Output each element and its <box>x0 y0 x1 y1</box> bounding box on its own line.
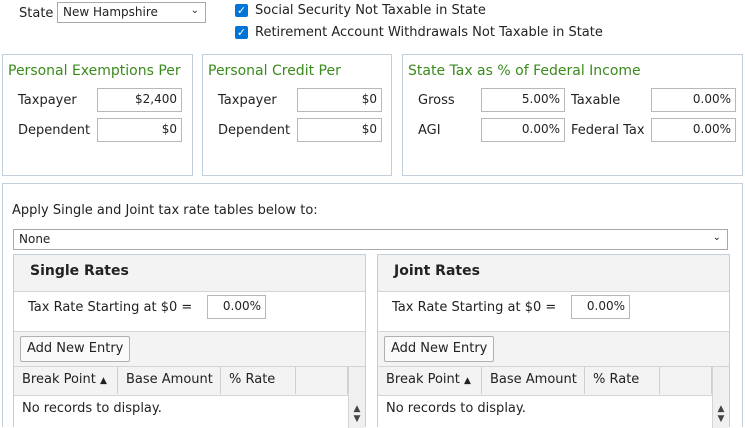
single-col-break-label: Break Point <box>22 372 96 387</box>
single-rates-header: Single Rates <box>14 255 365 292</box>
apply-label: Apply Single and Joint tax rate tables b… <box>12 203 318 218</box>
single-col-base-amount[interactable]: Base Amount <box>118 367 221 394</box>
sort-ascending-icon: ▲ <box>100 376 107 386</box>
credit-group: Personal Credit Per Taxpayer $0 Dependen… <box>202 54 392 176</box>
joint-col-break-label: Break Point <box>386 372 460 387</box>
joint-rates-title: Joint Rates <box>394 263 480 279</box>
scroll-up-icon[interactable]: ▲ <box>717 404 725 414</box>
joint-start-input[interactable]: 0.00% <box>571 295 630 319</box>
single-table-header: Break Point ▲ Base Amount % Rate <box>14 367 365 396</box>
rates-group <box>2 183 743 427</box>
credit-dependent-input[interactable]: $0 <box>297 118 382 142</box>
gross-input[interactable]: 5.00% <box>481 88 565 112</box>
apply-select-value: None <box>19 232 51 246</box>
social-security-checkbox[interactable]: ✓ <box>235 4 248 17</box>
state-select[interactable]: New Hampshire ⌄ <box>57 2 206 23</box>
exemptions-dependent-label: Dependent <box>18 123 91 138</box>
joint-rates-panel: Joint Rates Tax Rate Starting at $0 = 0.… <box>377 254 730 428</box>
federal-tax-input[interactable]: 0.00% <box>651 118 736 142</box>
federal-tax-label: Federal Tax <box>571 123 645 138</box>
taxable-input[interactable]: 0.00% <box>651 88 736 112</box>
joint-scrollbar[interactable]: ▲ ▼ <box>712 367 729 428</box>
state-tax-group: State Tax as % of Federal Income Gross 5… <box>402 54 743 176</box>
single-rates-panel: Single Rates Tax Rate Starting at $0 = 0… <box>13 254 366 428</box>
apply-select[interactable]: None ⌄ <box>13 229 728 250</box>
retirement-checkbox[interactable]: ✓ <box>235 26 248 39</box>
exemptions-group: Personal Exemptions Per Taxpayer $2,400 … <box>2 54 193 176</box>
state-label: State <box>19 6 54 21</box>
single-col-spacer <box>296 367 348 394</box>
gross-label: Gross <box>418 93 455 108</box>
scroll-up-icon[interactable]: ▲ <box>353 404 361 414</box>
chevron-down-icon: ⌄ <box>712 232 721 243</box>
single-col-break-point[interactable]: Break Point ▲ <box>14 367 118 394</box>
joint-col-spacer <box>660 367 712 394</box>
credit-title: Personal Credit Per <box>208 63 341 79</box>
agi-input[interactable]: 0.00% <box>481 118 565 142</box>
agi-label: AGI <box>418 123 441 138</box>
single-rates-title: Single Rates <box>30 263 129 279</box>
single-empty-message: No records to display. <box>22 401 162 416</box>
joint-empty-message: No records to display. <box>386 401 526 416</box>
credit-taxpayer-label: Taxpayer <box>218 93 277 108</box>
single-start-input[interactable]: 0.00% <box>207 295 266 319</box>
exemptions-dependent-input[interactable]: $0 <box>97 118 182 142</box>
joint-rates-header: Joint Rates <box>378 255 729 292</box>
retirement-label: Retirement Account Withdrawals Not Taxab… <box>255 25 603 40</box>
joint-add-entry-button[interactable]: Add New Entry <box>384 336 494 362</box>
exemptions-taxpayer-input[interactable]: $2,400 <box>97 88 182 112</box>
joint-col-break-point[interactable]: Break Point ▲ <box>378 367 482 394</box>
joint-start-label: Tax Rate Starting at $0 = <box>392 300 557 315</box>
joint-col-rate[interactable]: % Rate <box>585 367 660 394</box>
state-tax-title: State Tax as % of Federal Income <box>408 63 641 79</box>
single-add-entry-button[interactable]: Add New Entry <box>20 336 130 362</box>
joint-col-base-amount[interactable]: Base Amount <box>482 367 585 394</box>
joint-toolbar: Add New Entry <box>378 331 729 367</box>
scroll-down-icon[interactable]: ▼ <box>717 414 725 424</box>
taxable-label: Taxable <box>571 93 621 108</box>
credit-dependent-label: Dependent <box>218 123 291 138</box>
exemptions-taxpayer-label: Taxpayer <box>18 93 77 108</box>
single-start-label: Tax Rate Starting at $0 = <box>28 300 193 315</box>
single-toolbar: Add New Entry <box>14 331 365 367</box>
exemptions-title: Personal Exemptions Per <box>8 63 181 79</box>
state-select-value: New Hampshire <box>63 5 158 19</box>
scroll-down-icon[interactable]: ▼ <box>353 414 361 424</box>
social-security-label: Social Security Not Taxable in State <box>255 3 486 18</box>
single-scrollbar[interactable]: ▲ ▼ <box>348 367 365 428</box>
joint-table-header: Break Point ▲ Base Amount % Rate <box>378 367 729 396</box>
sort-ascending-icon: ▲ <box>464 376 471 386</box>
chevron-down-icon: ⌄ <box>190 5 199 16</box>
single-col-rate[interactable]: % Rate <box>221 367 296 394</box>
credit-taxpayer-input[interactable]: $0 <box>297 88 382 112</box>
